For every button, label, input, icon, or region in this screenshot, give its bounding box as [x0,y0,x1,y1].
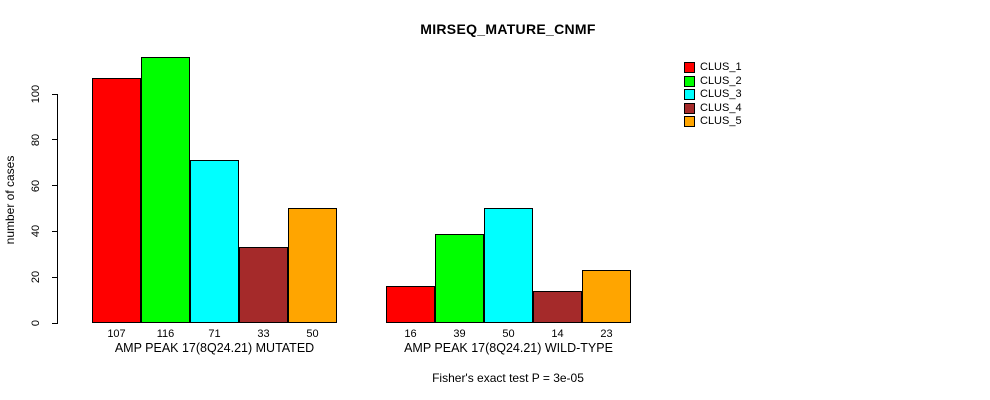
y-tick-label: 100 [30,84,42,104]
y-tick [52,322,57,324]
y-tick [52,93,57,95]
bar [288,208,337,323]
legend-label: CLUS_4 [700,101,742,114]
bar [141,57,190,323]
legend-label: CLUS_2 [700,74,742,87]
bar-value-label: 33 [257,328,270,340]
y-tick-label: 0 [30,319,42,327]
bar-value-label: 116 [156,328,175,340]
legend-label: CLUS_3 [700,88,742,100]
bar-value-label: 14 [551,328,564,340]
bar [435,234,484,323]
bar [533,291,582,323]
bar-value-label: 71 [208,328,221,340]
legend-swatch [684,62,695,73]
y-tick [52,276,57,278]
bar-value-label: 23 [600,328,613,340]
bar [190,160,239,323]
bar [484,208,533,323]
y-tick-label: 80 [30,133,42,146]
bar-value-label: 50 [306,328,319,340]
legend-swatch [684,116,695,127]
y-tick [52,139,57,141]
footer-note: Fisher's exact test P = 3e-05 [432,371,584,385]
bar-value-label: 16 [404,328,417,340]
group-label: AMP PEAK 17(8Q24.21) MUTATED [114,341,315,355]
legend-label: CLUS_5 [700,115,742,127]
y-tick-label: 20 [30,271,42,284]
y-axis-line [57,94,58,324]
bar [582,270,631,323]
legend-swatch [684,89,695,100]
group-label: AMP PEAK 17(8Q24.21) WILD-TYPE [404,341,613,355]
chart-title: MIRSEQ_MATURE_CNMF [420,21,596,37]
bar-value-label: 50 [502,328,515,340]
y-tick [52,230,57,232]
bar-value-label: 107 [107,328,126,340]
bar [386,286,435,323]
legend-swatch [684,75,695,87]
legend-swatch [684,102,695,114]
bar [92,78,141,323]
y-tick-label: 60 [30,179,42,192]
legend-label: CLUS_1 [700,61,742,73]
bar [239,247,288,323]
bar-value-label: 39 [453,328,466,340]
y-tick-label: 40 [30,225,42,238]
y-tick [52,185,57,187]
y-axis-label: number of cases [3,155,17,245]
